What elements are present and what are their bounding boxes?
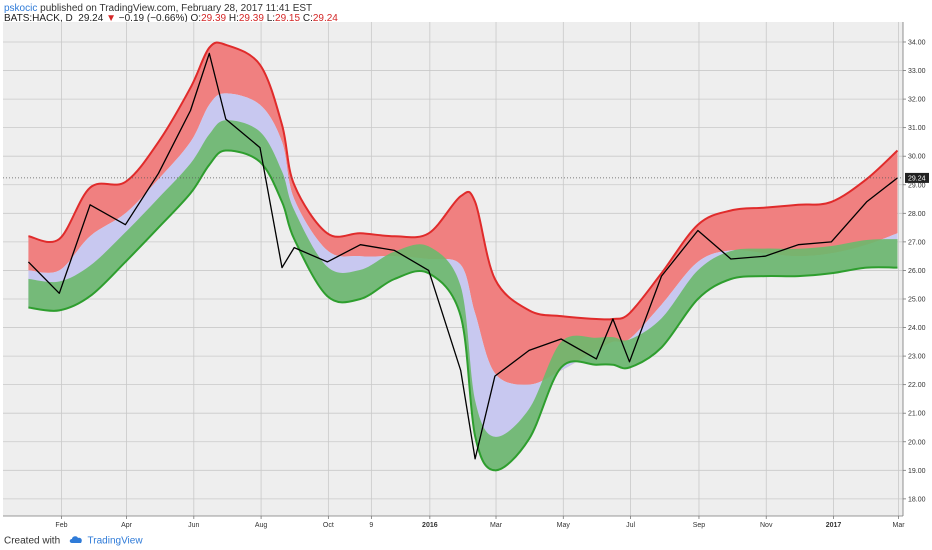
price-change: −0.19 (−0.66%) xyxy=(118,13,188,24)
x-tick-label: 2016 xyxy=(422,522,438,529)
y-tick-label: 34.00 xyxy=(908,39,926,46)
last-price-tag-bg xyxy=(905,172,929,183)
price-line xyxy=(27,52,898,460)
tradingview-cloud-icon xyxy=(69,535,83,547)
published-text: published on TradingView.com, February 2… xyxy=(40,3,313,14)
down-arrow-icon: ▼ xyxy=(106,13,116,24)
y-tick-label: 31.00 xyxy=(908,125,926,132)
y-tick-label: 26.00 xyxy=(908,268,926,275)
upper-band-fill xyxy=(28,42,898,385)
x-tick-label: Mar xyxy=(893,522,906,529)
x-tick-label: Mar xyxy=(490,522,503,529)
x-tick-label: Nov xyxy=(760,522,773,529)
y-tick-label: 24.00 xyxy=(908,325,926,332)
y-tick-label: 22.00 xyxy=(908,382,926,389)
x-tick-label: Jun xyxy=(188,522,199,529)
high-value: 29.39 xyxy=(238,13,264,24)
y-tick-label: 19.00 xyxy=(908,468,926,475)
y-tick-label: 33.00 xyxy=(908,68,926,75)
upper-band-line xyxy=(28,41,899,321)
high-label: H: xyxy=(228,13,239,24)
x-axis: Feb Apr Jun Aug Oct 9 2016 Mar May Jul Sep Nov 2017 M… xyxy=(55,516,905,529)
y-tick-label: 27.00 xyxy=(908,239,926,246)
y-tick-label: 18.00 xyxy=(908,496,926,503)
y-tick-label: 21.00 xyxy=(908,411,926,418)
chart-header-ohlc: BATS:HACK, D 29.24 ▼ −0.19 (−0.66%) O:29… xyxy=(4,13,338,24)
x-tick-label: 9 xyxy=(369,522,373,529)
x-tick-label: Sep xyxy=(693,522,706,529)
last-price-tag-text: 29.24 xyxy=(908,175,926,182)
y-tick-label: 25.00 xyxy=(908,296,926,303)
low-value: 29.15 xyxy=(275,13,301,24)
y-tick-label: 30.00 xyxy=(908,154,926,161)
x-tick-label: 2017 xyxy=(826,522,842,529)
close-label: C: xyxy=(302,13,313,24)
footer: Created with TradingView xyxy=(4,535,143,547)
x-tick-label: Apr xyxy=(121,522,133,529)
x-tick-label: May xyxy=(557,522,571,529)
open-label: O: xyxy=(190,13,202,24)
x-tick-label: Jul xyxy=(626,522,635,529)
last-price: 29.24 xyxy=(78,13,104,24)
created-with-label: Created with xyxy=(4,535,61,547)
tradingview-brand-link[interactable]: TradingView xyxy=(87,535,143,547)
y-axis: 18.00 19.00 20.00 21.00 22.00 23.00 24.00 25.00… xyxy=(903,39,926,503)
low-label: L: xyxy=(266,13,276,24)
close-value: 29.24 xyxy=(312,13,338,24)
lower-band-line xyxy=(28,149,898,472)
open-value: 29.39 xyxy=(201,13,227,24)
y-tick-label: 23.00 xyxy=(908,354,926,361)
x-tick-label: Feb xyxy=(55,522,67,529)
chart-header-published: pskocic published on TradingView.com, Fe… xyxy=(4,3,312,14)
x-tick-label: Oct xyxy=(323,522,334,529)
author-link[interactable]: pskocic xyxy=(4,3,38,14)
y-tick-label: 28.00 xyxy=(908,211,926,218)
x-tick-label: Aug xyxy=(255,522,268,529)
middle-band-fill xyxy=(28,93,898,471)
y-tick-label: 29.00 xyxy=(908,182,926,189)
y-tick-label: 32.00 xyxy=(908,97,926,104)
symbol-label[interactable]: BATS:HACK, D xyxy=(4,13,73,24)
y-tick-label: 20.00 xyxy=(908,439,926,446)
last-price-tag: 29.24 xyxy=(905,172,929,183)
